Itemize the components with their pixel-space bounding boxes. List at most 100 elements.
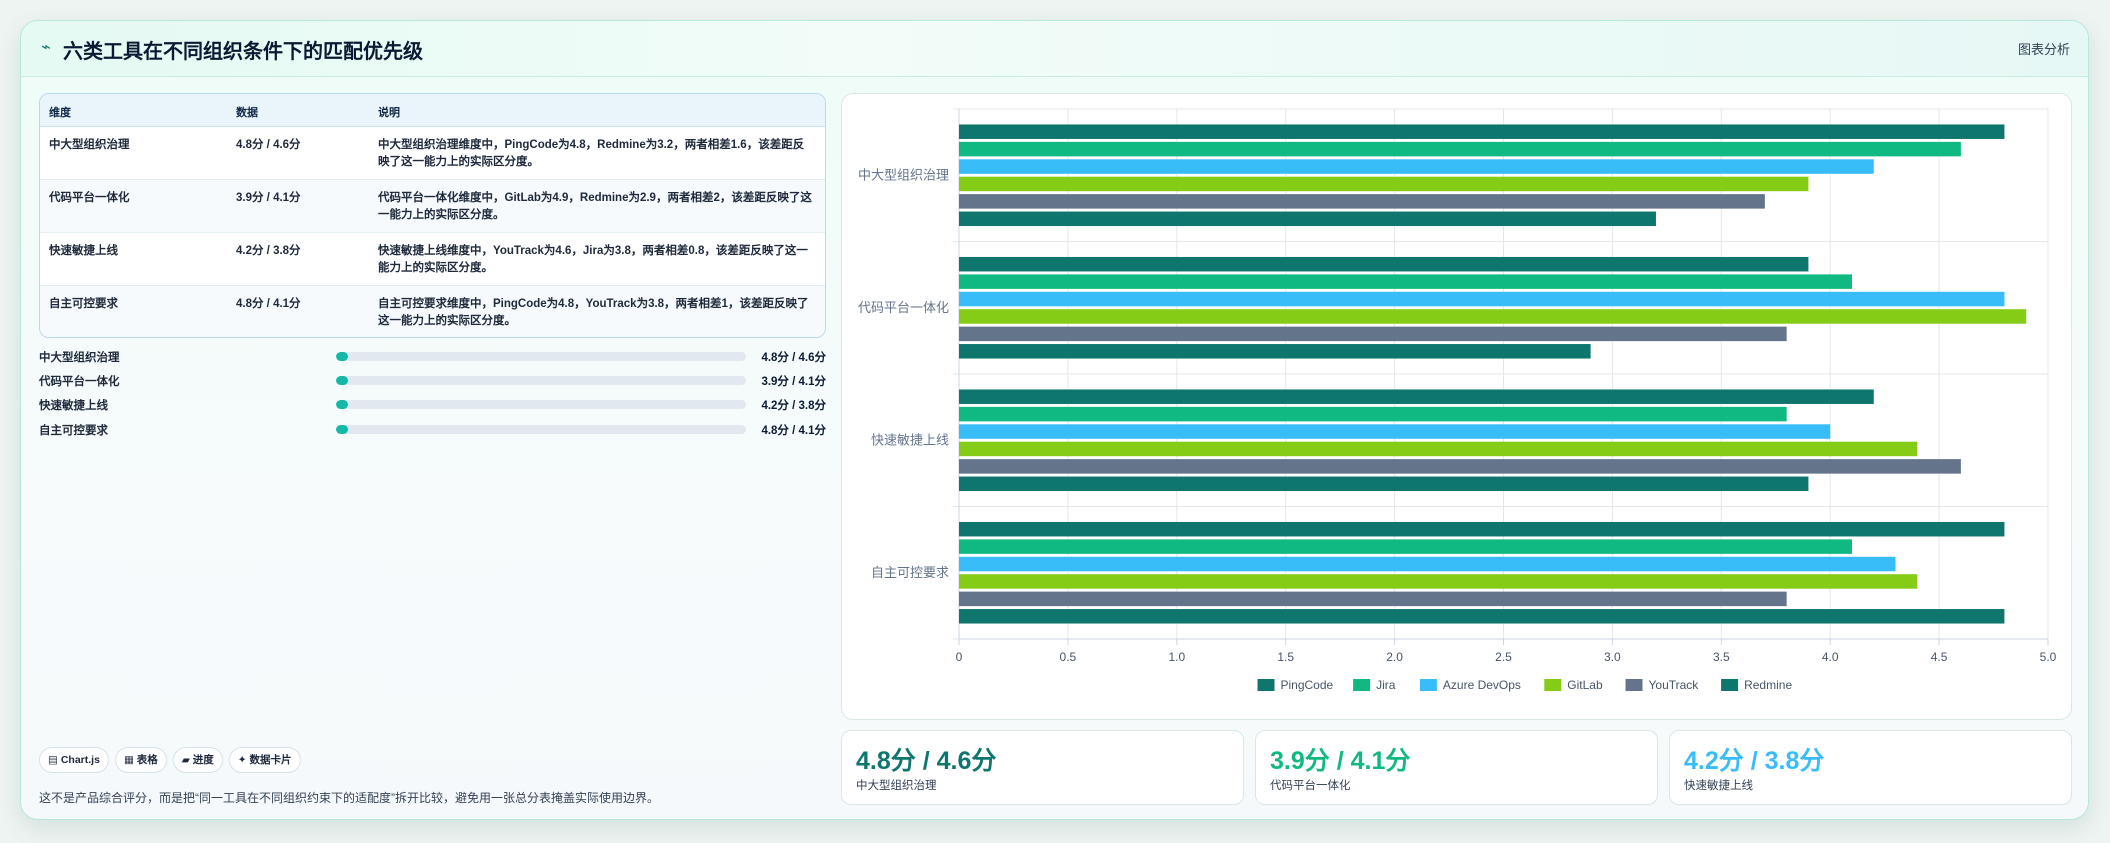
bar [959,124,2005,139]
x-tick-label: 3.5 [1713,650,1730,664]
kpi-card: 4.8分 / 4.6分 中大型组织治理 [841,730,1244,805]
kpi-label: 快速敏捷上线 [1684,780,1753,792]
cell-dimension: 中大型组织治理 [49,139,130,151]
bar [959,211,1656,227]
bar-chart: 0 0.5 1.0 1.5 2.0 2.5 3.0 3.5 4.0 4.5 5.0 中大型组织治理代码… [858,108,2057,692]
legend-swatch [1419,679,1437,691]
progress-value: 4.8分 / 4.1分 [761,425,826,437]
progress-label: 代码平台一体化 [39,376,120,388]
bar [959,389,1874,404]
bar [959,256,1809,272]
progress-value: 3.9分 / 4.1分 [761,376,826,388]
progress-track [336,400,746,409]
bar [959,326,1787,342]
progress-label: 快速敏捷上线 [39,400,108,412]
cell-description: 代码平台一体化维度中，GitLab为4.9，Redmine为2.9，两者相差2，… [378,192,812,221]
legend-swatch [1353,679,1371,691]
bar [959,539,1852,554]
legend-label: YouTrack [1649,678,1700,692]
bar [959,591,1787,607]
cell-data: 4.2分 / 3.8分 [236,245,301,257]
bar [959,574,1918,589]
footnote: 这不是产品综合评分，而是把“同一工具在不同组织约束下的适配度”拆开比较，避免用一… [39,791,659,805]
legend-label: Redmine [1744,678,1792,692]
kpi-label: 中大型组织治理 [856,780,937,792]
kpi-card: 4.2分 / 3.8分 快速敏捷上线 [1669,730,2072,805]
progress-label: 中大型组织治理 [39,352,120,364]
legend-label: PingCode [1281,678,1334,692]
progress-value: 4.8分 / 4.6分 [761,352,826,364]
cell-dimension: 快速敏捷上线 [49,245,118,257]
chip-table[interactable]: ▦ 表格 [114,747,167,773]
bar [959,194,1765,209]
bar [959,556,1896,572]
progress-fill [336,352,349,361]
x-tick-label: 2.5 [1495,650,1512,664]
x-tick-label: 3.0 [1604,650,1621,664]
progress-item: 快速敏捷上线 4.2分 / 3.8分 [39,395,826,413]
progress-fill [336,425,349,434]
bar [959,274,1852,289]
cell-description: 快速敏捷上线维度中，YouTrack为4.6，Jira为3.8，两者相差0.8，… [378,245,808,274]
cell-data: 3.9分 / 4.1分 [236,192,301,204]
chip-data-card[interactable]: ✦ 数据卡片 [228,747,301,773]
table-row: 代码平台一体化 3.9分 / 4.1分 代码平台一体化维度中，GitLab为4.… [40,180,825,233]
left-panel: 维度 数据 说明 中大型组织治理 4.8分 / 4.6分 中大型组织治理维度中，… [39,93,826,805]
y-tick-label: 中大型组织治理 [858,167,949,182]
column-header-description: 说明 [378,107,400,119]
bar [959,424,1831,439]
trend-icon: ⌁ [41,39,51,56]
kpi-label: 代码平台一体化 [1270,780,1351,792]
x-tick-label: 5.0 [2040,650,2057,664]
bar [959,176,1809,192]
progress-label: 自主可控要求 [39,425,108,437]
chip-progress[interactable]: ▰ 进度 [172,747,223,773]
cell-dimension: 自主可控要求 [49,298,118,310]
x-tick-label: 1.0 [1168,650,1185,664]
y-tick-label: 代码平台一体化 [858,300,949,315]
cell-dimension: 代码平台一体化 [49,192,130,204]
table-row: 自主可控要求 4.8分 / 4.1分 自主可控要求维度中，PingCode为4.… [40,286,825,337]
table-row: 快速敏捷上线 4.2分 / 3.8分 快速敏捷上线维度中，YouTrack为4.… [40,233,825,286]
bar [959,141,1961,157]
kpi-value: 4.2分 / 3.8分 [1684,747,1825,775]
bar [959,344,1591,359]
chart-panel: 0 0.5 1.0 1.5 2.0 2.5 3.0 3.5 4.0 4.5 5.0 中大型组织治理 代码… [841,93,2072,720]
x-tick-label: 2.0 [1386,650,1403,664]
progress-item: 代码平台一体化 3.9分 / 4.1分 [39,371,826,389]
legend-label: Jira [1376,678,1396,692]
legend-swatch [1544,679,1562,691]
y-tick-label: 快速敏捷上线 [871,432,949,447]
legend-swatch [1721,679,1739,691]
bar [959,459,1961,474]
x-tick-label: 4.0 [1822,650,1839,664]
bar [959,406,1787,422]
bar [959,159,1874,174]
kpi-card: 3.9分 / 4.1分 代码平台一体化 [1255,730,1658,805]
x-tick-label: 0.5 [1060,650,1077,664]
x-tick-label: 1.5 [1277,650,1294,664]
progress-value: 4.2分 / 3.8分 [761,400,826,412]
cell-description: 中大型组织治理维度中，PingCode为4.8，Redmine为3.2，两者相差… [378,139,805,168]
tech-chips: ▤ Chart.js ▦ 表格 ▰ 进度 ✦ 数据卡片 [39,747,307,773]
kpi-value: 3.9分 / 4.1分 [1270,747,1411,775]
column-header-data: 数据 [236,107,258,119]
page-title: 六类工具在不同组织条件下的匹配优先级 [63,41,423,63]
progress-track [336,352,746,361]
chip-chartjs[interactable]: ▤ Chart.js [39,747,109,773]
bar [959,291,2005,307]
x-tick-label: 0 [956,650,963,664]
bar [959,521,2005,537]
cell-data: 4.8分 / 4.6分 [236,139,301,151]
bar [959,441,1918,457]
data-table: 维度 数据 说明 中大型组织治理 4.8分 / 4.6分 中大型组织治理维度中，… [39,93,826,338]
y-tick-label: 自主可控要求 [871,565,949,580]
header-tag: 图表分析 [2017,42,2070,57]
bar [959,309,2027,324]
card-header: ⌁ 六类工具在不同组织条件下的匹配优先级 图表分析 [21,21,2088,77]
table-header: 维度 数据 说明 [40,94,825,127]
kpi-value: 4.8分 / 4.6分 [856,747,997,775]
bar [959,476,1809,492]
progress-fill [336,376,349,385]
legend-swatch [1625,679,1643,691]
